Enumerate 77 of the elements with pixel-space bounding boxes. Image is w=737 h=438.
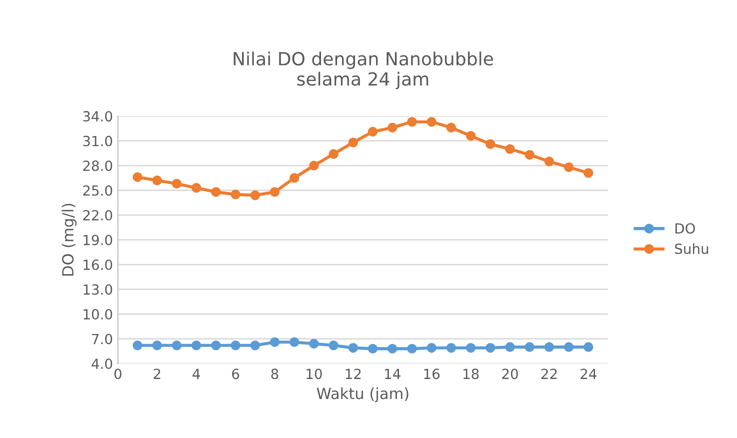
x-tick-label: 18	[463, 368, 479, 380]
x-tick-label: 20	[502, 368, 518, 380]
point	[328, 149, 338, 159]
point	[132, 172, 142, 182]
y-tick-label: 28.0	[83, 160, 112, 172]
y-tick-label: 13.0	[84, 284, 112, 295]
x-tick-label: 2	[154, 368, 160, 379]
point	[289, 173, 300, 183]
chart-title: Nilai DO dengan Nanobubble selama 24 jam	[234, 52, 493, 90]
point	[407, 116, 417, 127]
point	[270, 187, 280, 197]
point	[584, 342, 594, 352]
point	[328, 340, 338, 350]
point	[564, 342, 574, 352]
point	[172, 340, 182, 350]
y-tick-label: 10.0	[84, 309, 112, 320]
point	[191, 340, 202, 350]
point	[152, 176, 162, 186]
point	[250, 340, 260, 350]
x-axis-title: Waktu (jam)	[316, 387, 408, 402]
point	[230, 190, 240, 200]
point	[309, 160, 319, 170]
y-tick-label: 22.0	[83, 210, 112, 221]
x-tick-label: 0	[114, 368, 122, 380]
x-tick-label: 16	[424, 368, 440, 380]
point	[505, 342, 515, 352]
point	[309, 338, 319, 349]
point	[270, 337, 280, 347]
point	[486, 343, 496, 353]
point	[211, 187, 221, 197]
y-tick-label: 16.0	[84, 260, 112, 270]
point	[348, 138, 358, 148]
point	[132, 340, 142, 350]
point	[466, 131, 476, 141]
y-tick-label: 19.0	[84, 234, 112, 246]
point	[544, 156, 554, 166]
x-tick-label: 8	[271, 368, 278, 380]
x-tick-label: 22	[541, 368, 557, 379]
x-tick-label: 12	[346, 368, 361, 379]
point	[230, 340, 240, 350]
x-tick-label: 6	[232, 368, 240, 380]
y-tick-label: 31.0	[83, 136, 112, 146]
point	[368, 126, 378, 137]
point	[289, 337, 300, 347]
y-tick-label: 25.0	[83, 185, 112, 196]
legend-label: DO	[675, 223, 695, 234]
legend-label: Suhu	[675, 243, 708, 254]
x-tick-label: 24	[580, 368, 596, 379]
point	[426, 116, 436, 127]
point	[544, 342, 554, 352]
point	[564, 162, 574, 172]
point	[407, 344, 417, 354]
point	[446, 122, 456, 132]
point	[348, 343, 358, 353]
point	[191, 182, 202, 193]
point	[172, 178, 182, 189]
point	[524, 150, 534, 160]
point	[152, 340, 162, 350]
point	[486, 139, 496, 149]
y-tick-label: 34.0	[83, 111, 112, 122]
point	[388, 122, 398, 132]
point	[505, 144, 515, 154]
y-tick-label: 4.0	[92, 358, 112, 370]
point	[368, 344, 378, 354]
point	[446, 343, 456, 353]
x-tick-label: 14	[385, 368, 400, 379]
point	[250, 190, 260, 200]
point	[388, 344, 398, 354]
point	[584, 168, 594, 178]
point	[524, 342, 534, 352]
point	[426, 343, 436, 353]
y-tick-label: 7.0	[92, 334, 112, 344]
y-axis-title: DO (mg/l)	[62, 204, 77, 276]
point	[466, 343, 476, 353]
point	[211, 340, 221, 350]
x-tick-label: 10	[306, 368, 322, 380]
x-tick-label: 4	[192, 368, 200, 379]
